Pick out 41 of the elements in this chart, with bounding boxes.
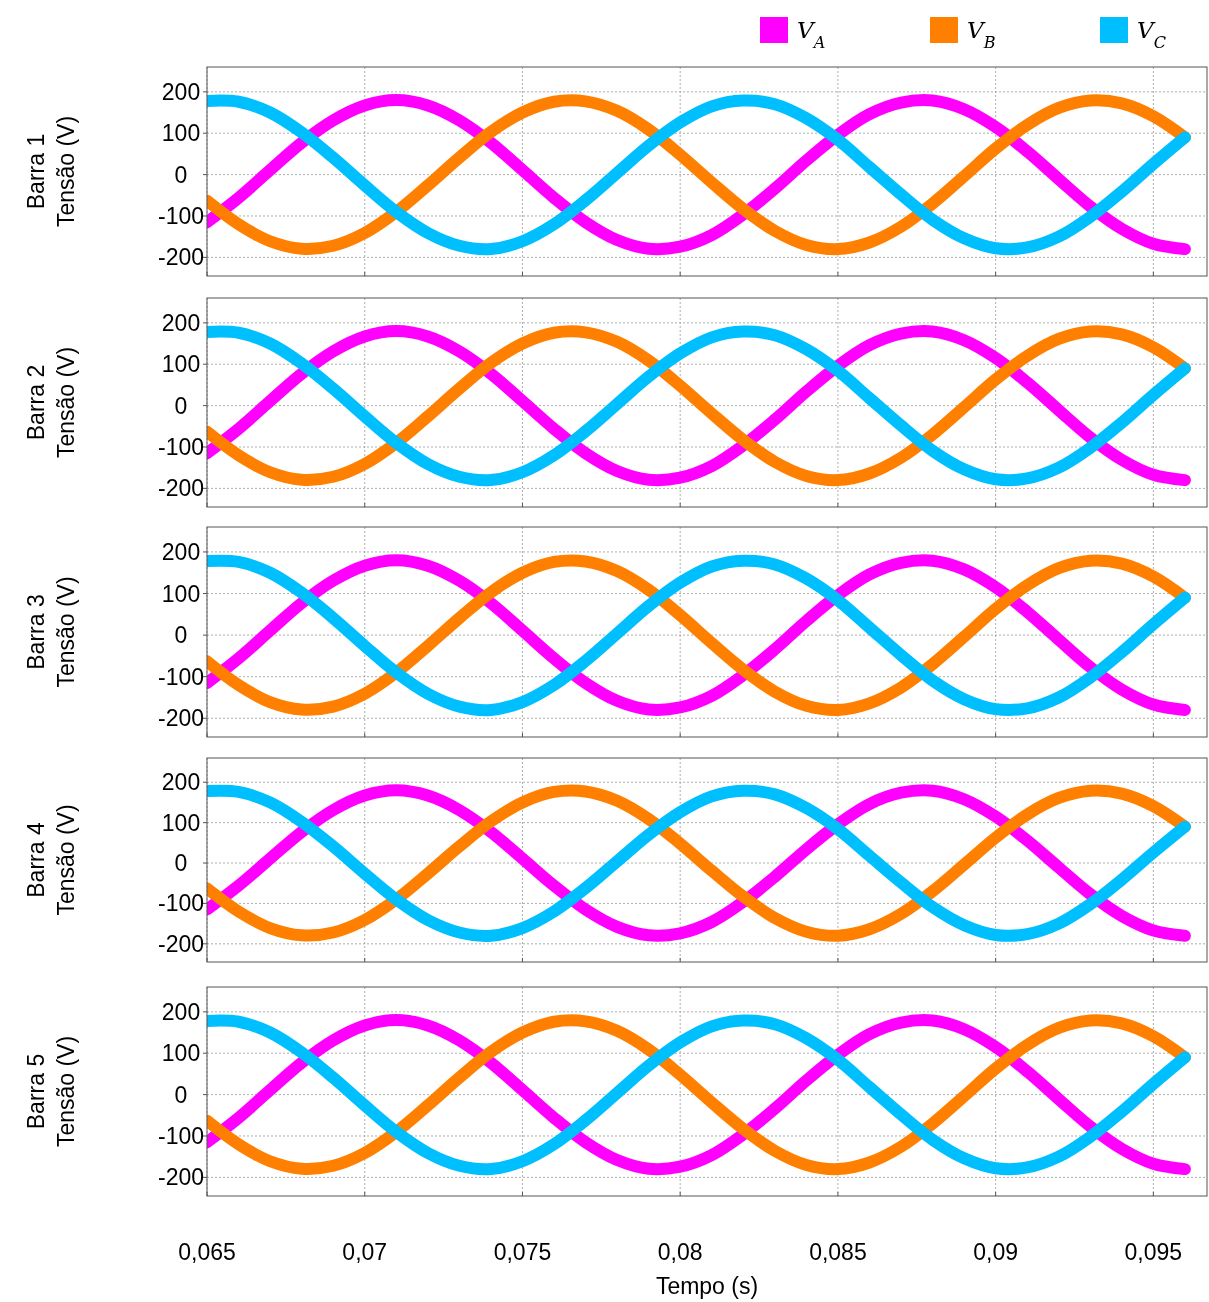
y-tick-label: 100 — [161, 809, 201, 836]
y-tick-label: 100 — [161, 1040, 201, 1067]
y-tick-label: -100 — [157, 1123, 205, 1150]
y-axis-title: Barra 2 Tensão (V) — [23, 346, 79, 459]
y-tick-label: -100 — [157, 434, 205, 461]
x-tick-label: 0,075 — [493, 1239, 552, 1265]
y-tick-label: -200 — [157, 244, 205, 271]
y-tick-label: 0 — [174, 850, 188, 877]
y-tick-label: 0 — [174, 1081, 188, 1108]
x-tick-label: 0,07 — [342, 1239, 388, 1265]
x-tick-label: 0,09 — [973, 1239, 1019, 1265]
y-axis-title: Barra 4 Tensão (V) — [23, 804, 79, 916]
y-tick-label: -200 — [157, 705, 205, 732]
y-tick-label: 100 — [161, 580, 201, 607]
y-tick-label: 100 — [161, 120, 201, 147]
y-axis-title: Barra 5 Tensão (V) — [23, 1035, 79, 1148]
x-tick-label: 0,065 — [178, 1239, 236, 1265]
y-tick-label: -200 — [157, 930, 205, 957]
x-tick-label: 0,08 — [657, 1239, 703, 1265]
y-tick-label: 0 — [174, 161, 188, 188]
x-axis-title: Tempo (s) — [655, 1273, 759, 1299]
y-tick-label: 200 — [161, 309, 201, 336]
y-tick-label: 0 — [174, 622, 188, 649]
y-tick-label: 200 — [161, 539, 201, 565]
y-tick-label: -200 — [157, 1164, 205, 1191]
legend-label: V$_{B}$ — [967, 17, 996, 52]
y-tick-label: -100 — [157, 663, 205, 690]
y-tick-label: 100 — [161, 351, 201, 378]
y-tick-label: -200 — [157, 475, 205, 502]
x-tick-label: 0,085 — [809, 1239, 867, 1265]
x-tick-label: 0,095 — [1124, 1239, 1183, 1265]
y-tick-label: 200 — [161, 998, 201, 1025]
y-tick-label: -100 — [157, 203, 205, 230]
y-axis-title: Barra 3 Tensão (V) — [23, 576, 79, 688]
y-axis-title: Barra 1 Tensão (V) — [23, 115, 79, 228]
y-tick-label: 200 — [161, 769, 201, 796]
y-tick-label: 0 — [174, 392, 188, 419]
y-tick-label: -100 — [157, 890, 205, 917]
legend-label: V$_{A}$ — [797, 17, 826, 52]
y-tick-label: 200 — [161, 78, 201, 105]
legend-label: V$_{C}$ — [1137, 17, 1166, 52]
